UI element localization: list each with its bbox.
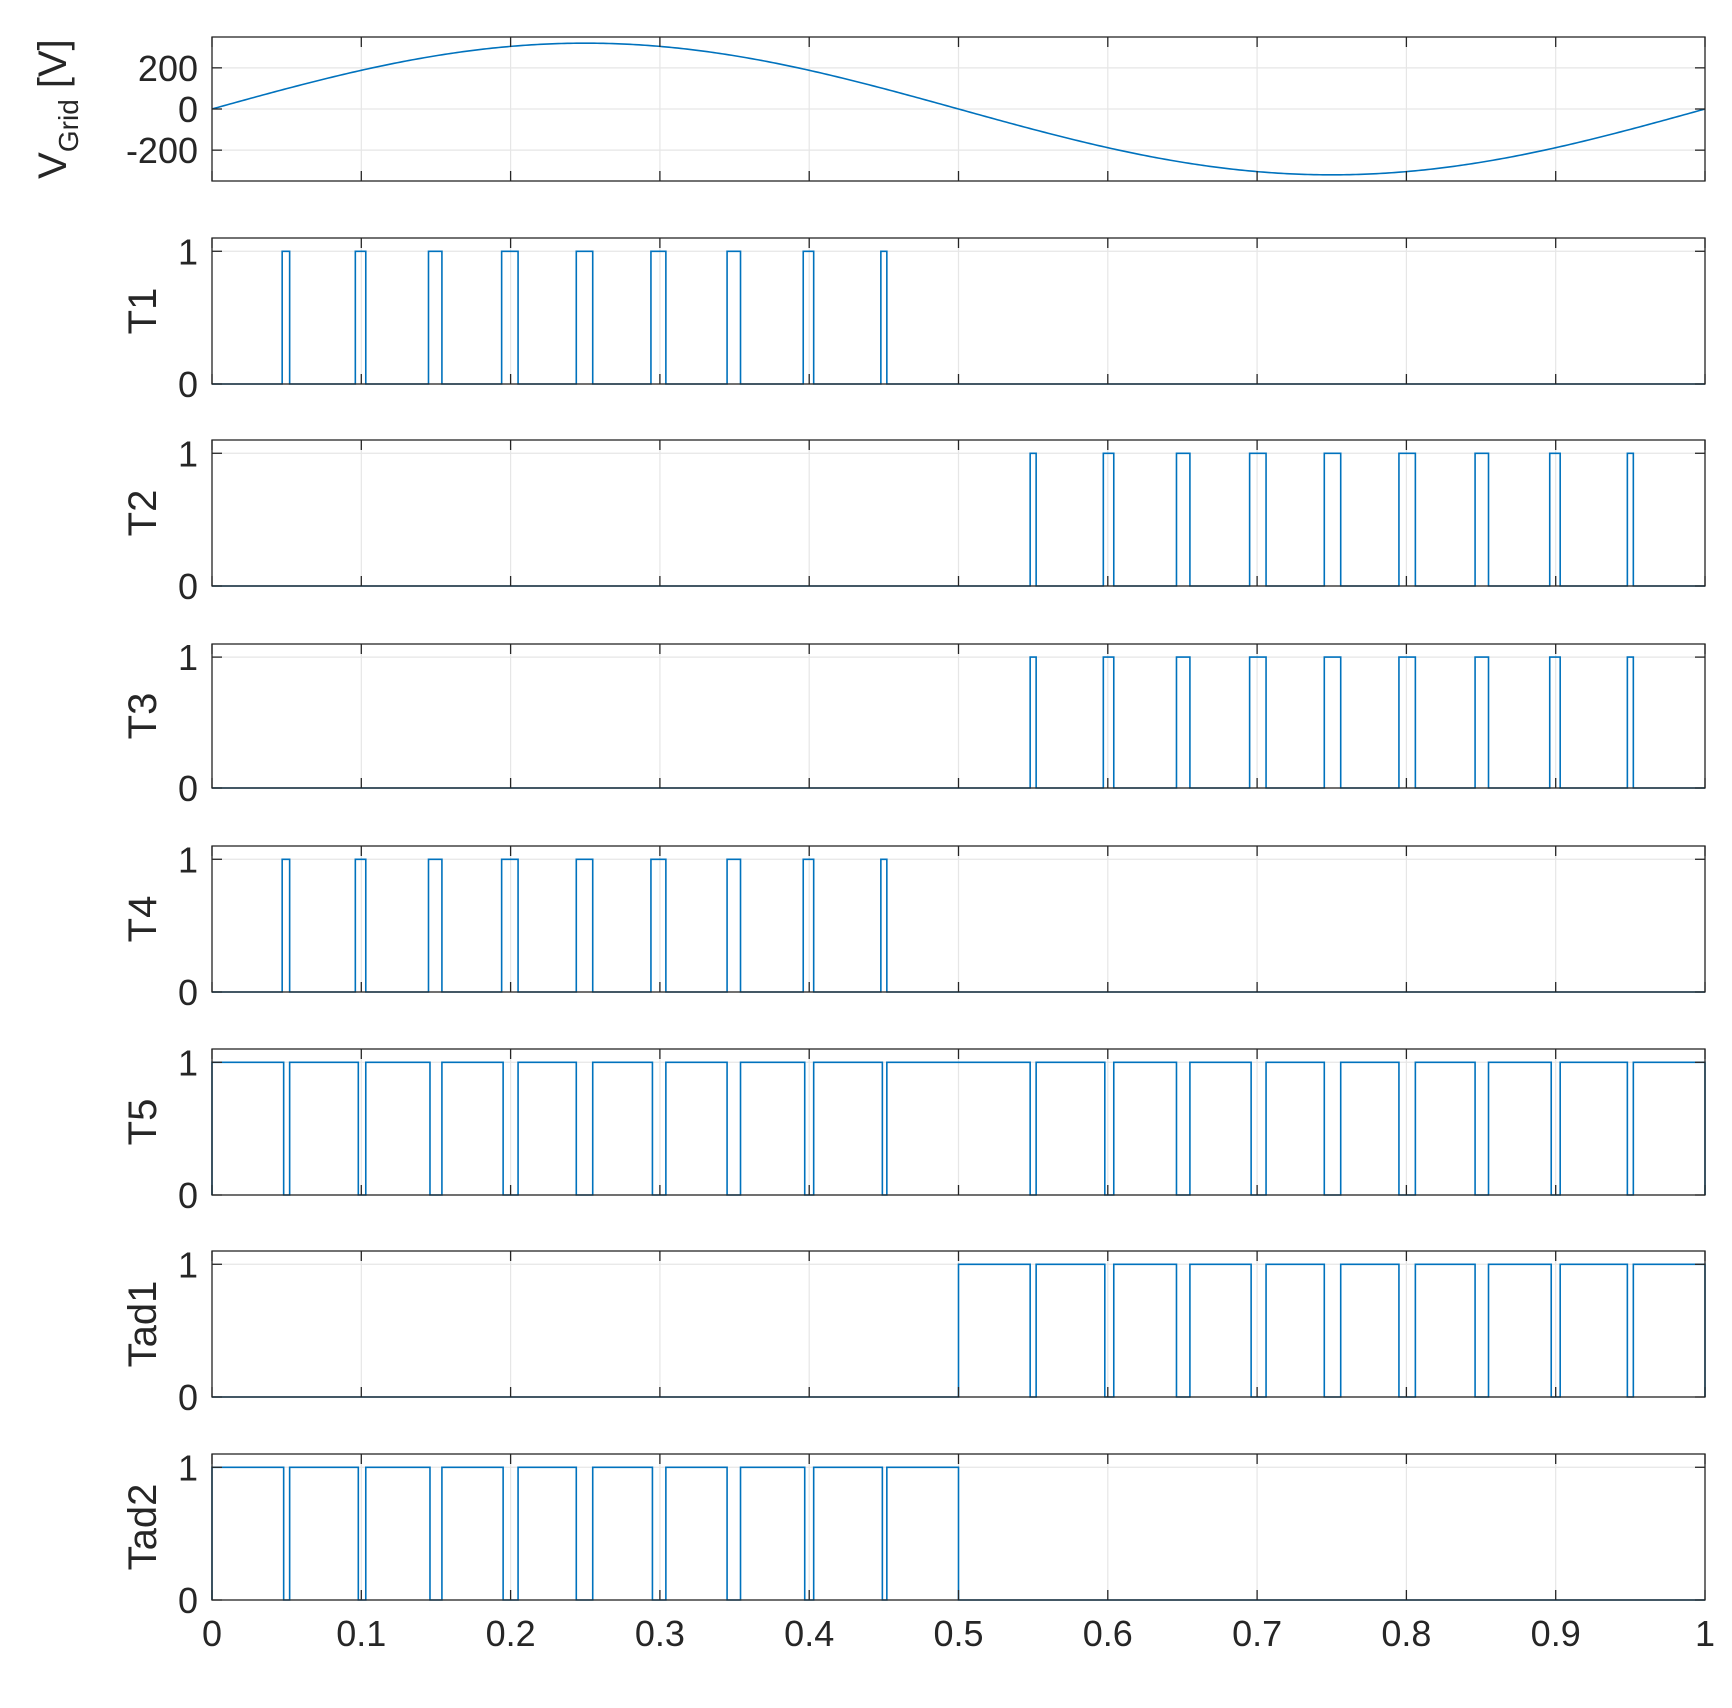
ytick-label-t1-1: 0 [178, 364, 198, 405]
ylabel-t1: T1 [121, 288, 165, 335]
ytick-label-tad1-0: 1 [178, 1244, 198, 1285]
ylabel-t5: T5 [121, 1099, 165, 1146]
panel-t2: 1 0 T2 [121, 433, 1706, 607]
xtick-label-4: 0.4 [784, 1613, 834, 1654]
ytick-label-t3-0: 1 [178, 637, 198, 678]
ytick-label-t4-1: 0 [178, 972, 198, 1013]
xtick-label-1: 0.1 [336, 1613, 386, 1654]
xtick-label-3: 0.3 [635, 1613, 685, 1654]
ylabel-tad1: Tad1 [121, 1281, 165, 1368]
ylabel-t2: T2 [121, 490, 165, 537]
ylabel-tad2: Tad2 [121, 1484, 165, 1571]
ytick-label-t2-0: 1 [178, 433, 198, 474]
series-vgrid [211, 42, 1706, 176]
xtick-label-9: 0.9 [1531, 1613, 1581, 1654]
series-t4 [212, 858, 1705, 993]
panel-tad1: 1 0 Tad1 [121, 1244, 1706, 1418]
xtick-label-7: 0.7 [1232, 1613, 1282, 1654]
panel-t3: 1 0 T3 [121, 637, 1706, 809]
xtick-label-8: 0.8 [1381, 1613, 1431, 1654]
panel-t5: 1 0 T5 [121, 1042, 1706, 1216]
ytick-label-t5-0: 1 [178, 1042, 198, 1083]
ytick-label-tad2-0: 1 [178, 1447, 198, 1488]
ytick-label-tad1-1: 0 [178, 1377, 198, 1418]
xtick-label-0: 0 [202, 1613, 222, 1654]
ytick-label-t2-1: 0 [178, 566, 198, 607]
ytick-label-vgrid-0: 200 [138, 48, 198, 89]
xtick-label-5: 0.5 [933, 1613, 983, 1654]
panel-tad2: 1 0 Tad2 0 0.1 0.2 0.3 0.4 0.5 0.6 0.7 0.8 0.9 1 [121, 1447, 1715, 1654]
ylabel-t3: T3 [121, 693, 165, 740]
panel-t4: 1 0 T4 [121, 839, 1706, 1013]
ylabel-vgrid: VGrid [V] [31, 39, 84, 179]
series-t5 [211, 1061, 1706, 1196]
ytick-label-tad2-1: 0 [178, 1580, 198, 1621]
xtick-label-2: 0.2 [486, 1613, 536, 1654]
ytick-label-vgrid-2: -200 [126, 130, 198, 171]
xtick-label-6: 0.6 [1083, 1613, 1133, 1654]
panel-t1: 1 0 T1 [121, 231, 1706, 405]
ytick-label-t5-1: 0 [178, 1175, 198, 1216]
series-t2 [212, 452, 1705, 587]
ytick-label-t1-0: 1 [178, 231, 198, 272]
series-t1 [212, 250, 1705, 385]
ytick-label-vgrid-1: 0 [178, 89, 198, 130]
series-t3 [212, 656, 1705, 789]
ytick-label-t4-0: 1 [178, 839, 198, 880]
ylabel-t4: T4 [121, 896, 165, 943]
xtick-label-10: 1 [1695, 1613, 1715, 1654]
ytick-label-t3-1: 0 [178, 768, 198, 809]
